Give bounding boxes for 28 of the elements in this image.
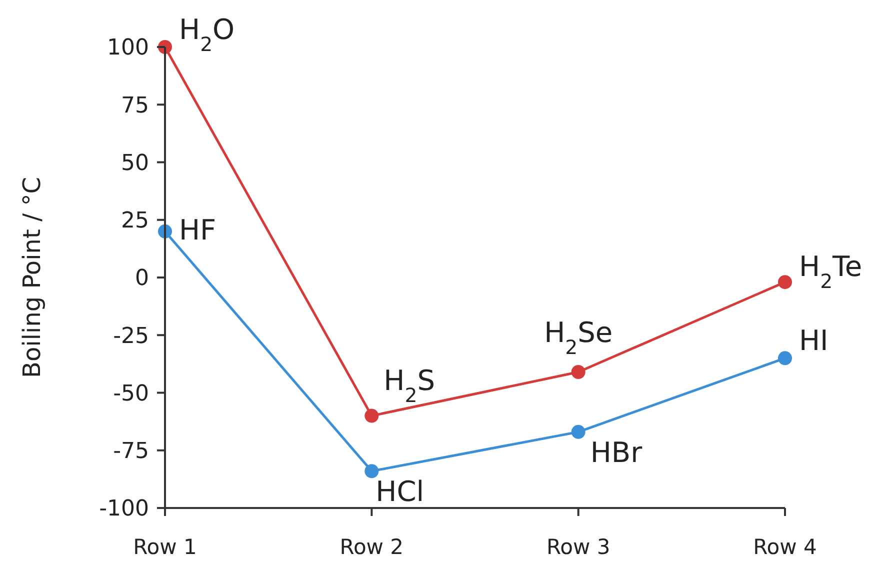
point (364, 408, 379, 423)
annotation: H$_{2}$S (384, 364, 435, 406)
annotation: HI (799, 324, 828, 358)
point (778, 351, 792, 366)
x-tick-label: Row 1 (133, 535, 197, 559)
point (571, 424, 586, 439)
x-tick-label: Row 2 (340, 535, 404, 559)
annotation: H$_{2}$Se (544, 316, 613, 359)
annotation: HBr (590, 436, 643, 469)
y-tick-label: -75 (113, 439, 149, 464)
point (778, 275, 792, 290)
point (364, 464, 379, 478)
y-tick-label: 0 (135, 266, 149, 292)
annotation: HCl (376, 475, 424, 508)
y-tick-label: -50 (113, 381, 149, 406)
y-tick-label: 75 (121, 93, 149, 118)
y-tick-label: 100 (107, 36, 149, 61)
y-tick-label: -100 (99, 496, 149, 522)
x-tick-label: Row 4 (753, 535, 817, 559)
y-tick-label: 25 (121, 208, 149, 234)
y-tick-label: -25 (113, 324, 149, 349)
x-tick-label: Row 3 (546, 535, 610, 559)
annotation: H$_{2}$Te (799, 250, 862, 293)
annotation: HF (179, 213, 216, 246)
y-axis-title: Boiling Point / °C (18, 177, 46, 378)
annotation: H$_{2}$O (179, 13, 235, 56)
y-tick-label: 50 (121, 150, 149, 176)
point (571, 365, 586, 380)
